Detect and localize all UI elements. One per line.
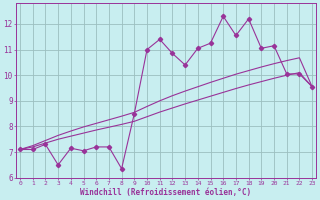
X-axis label: Windchill (Refroidissement éolien,°C): Windchill (Refroidissement éolien,°C) [81, 188, 252, 197]
